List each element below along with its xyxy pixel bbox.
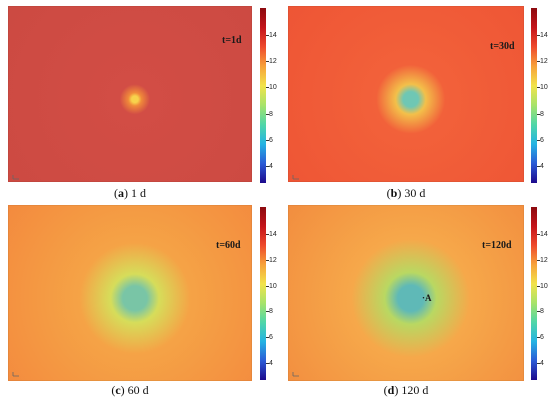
colorbar-tick-mark <box>266 337 269 339</box>
colorbar-tick-label: 10 <box>540 84 548 92</box>
colorbar-tick-mark <box>537 259 540 261</box>
colorbar-tick-label: 10 <box>540 282 548 290</box>
colorbar-tick-mark <box>537 285 540 287</box>
colorbar-tick-label: 4 <box>540 360 544 367</box>
colorbar-tick-label: 8 <box>540 308 544 316</box>
caption-d: (d) 120 d <box>383 383 429 397</box>
colorbar-tick-mark <box>537 87 540 89</box>
colorbar-tick-mark <box>537 166 540 167</box>
colorbar-tick-mark <box>266 87 269 89</box>
colorbar <box>531 207 537 380</box>
axes-triad-icon <box>292 372 299 377</box>
colorbar-tick-label: 10 <box>269 84 277 92</box>
time-label: t=120d <box>482 240 512 251</box>
colorbar-tick-label: 14 <box>540 231 548 238</box>
colorbar-tick-mark <box>266 234 269 235</box>
colorbar-tick-mark <box>266 166 269 167</box>
colorbar-tick-mark <box>266 285 269 287</box>
colorbar-tick-mark <box>537 61 540 63</box>
time-label: t=1d <box>222 35 242 46</box>
panel-c: t=60d 14 12 10 8 6 4 <box>8 203 277 381</box>
colorbar-tick-label: 12 <box>269 256 277 264</box>
colorbar <box>260 207 266 380</box>
colorbar-tick-label: 6 <box>540 136 544 144</box>
axes-triad-icon <box>292 175 299 180</box>
colorbar-tick-label: 12 <box>540 256 548 264</box>
caption-a: (a) 1 d <box>114 186 146 200</box>
colorbar-tick-label: 4 <box>540 163 544 170</box>
colorbar-tick-label: 14 <box>540 32 548 39</box>
point-a-label: ·A <box>422 293 432 303</box>
colorbar-tick-mark <box>266 139 269 141</box>
colorbar-tick-label: 6 <box>269 334 273 342</box>
colorbar-tick-label: 14 <box>269 231 277 238</box>
time-label: t=30d <box>490 41 515 52</box>
contour-field <box>8 205 252 381</box>
colorbar-tick-label: 12 <box>269 58 277 66</box>
panel-b: t=30d 14 12 10 8 6 4 <box>288 4 550 184</box>
contour-field <box>8 6 252 182</box>
caption-b: (b) 30 d <box>386 186 426 200</box>
colorbar-tick-label: 12 <box>540 58 548 66</box>
colorbar-tick-label: 14 <box>269 32 277 39</box>
caption-c: (c) 60 d <box>111 383 149 397</box>
colorbar-tick-mark <box>537 35 540 36</box>
colorbar-tick-label: 8 <box>540 110 544 118</box>
colorbar <box>260 8 266 183</box>
colorbar-tick-mark <box>537 113 540 115</box>
colorbar-tick-mark <box>266 61 269 63</box>
colorbar <box>531 8 537 183</box>
axes-triad-icon <box>12 372 19 377</box>
colorbar-tick-mark <box>537 363 540 364</box>
axes-triad-icon <box>12 175 19 180</box>
colorbar-tick-label: 10 <box>269 282 277 290</box>
colorbar-tick-mark <box>537 234 540 235</box>
colorbar-tick-label: 6 <box>540 334 544 342</box>
colorbar-tick-mark <box>266 35 269 36</box>
colorbar-tick-label: 6 <box>269 136 273 144</box>
colorbar-tick-label: 8 <box>269 308 273 316</box>
panel-a: t=1d 14 12 10 8 6 4 <box>8 4 277 184</box>
contour-field <box>288 6 524 182</box>
colorbar-tick-mark <box>266 363 269 364</box>
contour-field <box>288 205 524 381</box>
panel-d: t=120d ·A 14 12 10 8 6 4 <box>288 203 550 381</box>
time-label: t=60d <box>216 240 241 251</box>
colorbar-tick-mark <box>266 259 269 261</box>
colorbar-tick-label: 8 <box>269 110 273 118</box>
colorbar-tick-mark <box>537 139 540 141</box>
colorbar-tick-mark <box>537 337 540 339</box>
colorbar-tick-mark <box>266 113 269 115</box>
colorbar-tick-label: 4 <box>269 360 273 367</box>
colorbar-tick-mark <box>537 311 540 313</box>
colorbar-tick-label: 4 <box>269 163 273 170</box>
colorbar-tick-mark <box>266 311 269 313</box>
